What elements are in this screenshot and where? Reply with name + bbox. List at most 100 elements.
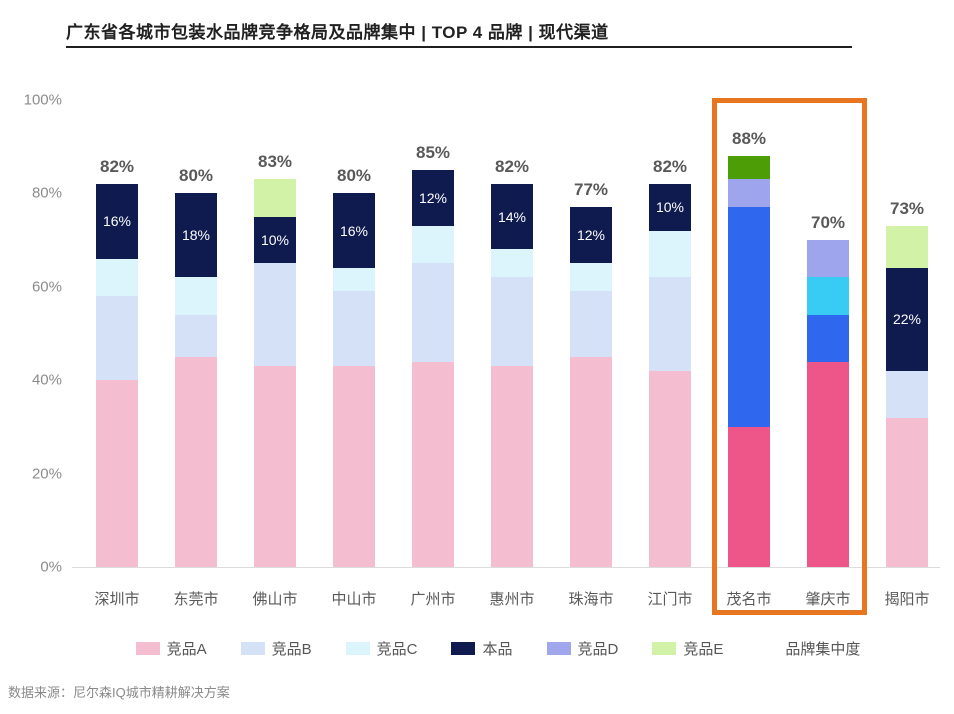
source-note: 数据来源：尼尔森IQ城市精耕解决方案 [8,685,230,700]
x-axis-label-惠州市: 惠州市 [489,591,535,608]
bar-segment-竞品B-揭阳市 [886,370,928,418]
legend-swatch-本品 [451,642,476,655]
legend-item-竞品A: 竞品A [135,638,207,659]
legend-swatch-竞品A [135,642,160,655]
bar-segment-竞品D-肇庆市 [807,240,849,278]
total-label-东莞市: 80% [178,166,214,186]
legend-label-竞品D: 竞品D [577,641,619,658]
bar-segment-竞品A-广州市 [412,361,454,567]
bar-segment-竞品A-江门市 [649,370,691,567]
legend-swatch-竞品E [652,642,677,655]
bar-segment-竞品B-肇庆市 [807,314,849,362]
bar-segment-竞品B-佛山市 [254,263,296,367]
bar-segment-本品-东莞市: 18% [175,193,217,278]
bar-segment-本品-佛山市: 10% [254,216,296,264]
total-label-惠州市: 82% [494,157,530,177]
bar-segment-竞品A-珠海市 [570,356,612,567]
bar-segment-竞品C-肇庆市 [807,277,849,315]
total-label-珠海市: 77% [573,180,609,200]
bar-segment-竞品E-揭阳市 [886,226,928,269]
total-label-佛山市: 83% [257,152,293,172]
bar-segment-本品-珠海市: 12% [570,207,612,264]
y-axis-tick-0: 0% [40,558,62,576]
legend-item-竞品E: 竞品E [652,638,723,659]
bar-segment-本品-江门市: 10% [649,184,691,231]
chart-title: 广东省各城市包装水品牌竞争格局及品牌集中 | TOP 4 品牌 | 现代渠道 [66,23,609,42]
bar-segment-竞品A-揭阳市 [886,417,928,567]
bar-segment-竞品A-佛山市 [254,366,296,567]
legend-swatch-竞品C [345,642,370,655]
x-axis-label-东莞市: 东莞市 [173,591,219,608]
total-label-肇庆市: 70% [810,213,846,233]
bar-segment-竞品B-东莞市 [175,314,217,357]
legend-item-竞品B: 竞品B [240,638,312,659]
y-axis-tick-20: 20% [31,465,62,483]
bar-segment-竞品D-茂名市 [728,179,770,208]
bar-segment-竞品B-深圳市 [96,296,138,381]
x-axis-label-广州市: 广州市 [410,591,456,608]
bar-segment-竞品C-东莞市 [175,277,217,315]
bar-segment-竞品C-中山市 [333,268,375,292]
legend: 竞品A 竞品B 竞品C 本品 竞品D 竞品E 品牌集中度 [66,638,930,659]
bar-segment-竞品B-广州市 [412,263,454,362]
legend-label-品牌集中度: 品牌集中度 [785,641,861,658]
title-underline [66,46,852,48]
y-axis-tick-80: 80% [31,184,62,202]
legend-label-竞品E: 竞品E [683,641,724,658]
legend-swatch-竞品D [546,642,571,655]
y-axis-tick-40: 40% [31,371,62,389]
x-axis-label-江门市: 江门市 [647,591,693,608]
bar-segment-竞品E-佛山市 [254,179,296,217]
total-label-江门市: 82% [652,157,688,177]
bar-segment-竞品A-中山市 [333,366,375,567]
bar-segment-本品-惠州市: 14% [491,184,533,250]
bar-segment-本品-中山市: 16% [333,193,375,269]
bar-segment-本品-广州市: 12% [412,170,454,227]
x-axis-line [72,567,940,568]
x-axis-label-茂名市: 茂名市 [726,591,772,608]
legend-label-竞品B: 竞品B [271,641,312,658]
legend-swatch-竞品B [240,642,265,655]
bar-segment-竞品C-广州市 [412,226,454,264]
bar-segment-竞品A-茂名市 [728,426,770,567]
total-label-中山市: 80% [336,166,372,186]
legend-label-竞品A: 竞品A [166,641,207,658]
total-label-揭阳市: 73% [889,199,925,219]
bar-segment-竞品C-深圳市 [96,258,138,297]
legend-item-本品: 本品 [451,638,513,659]
bar-segment-竞品B-江门市 [649,277,691,371]
total-label-深圳市: 82% [99,157,135,177]
bar-segment-本品-揭阳市: 22% [886,268,928,371]
bar-segment-本品-深圳市: 16% [96,184,138,259]
bar-segment-竞品B-惠州市 [491,277,533,367]
x-axis-label-中山市: 中山市 [331,591,377,608]
bar-segment-竞品B-中山市 [333,291,375,367]
bar-segment-竞品A-惠州市 [491,366,533,567]
legend-item-竞品D: 竞品D [546,638,619,659]
bar-segment-竞品C-珠海市 [570,263,612,292]
bar-segment-竞品B-茂名市 [728,207,770,427]
bar-segment-竞品A-深圳市 [96,380,138,567]
highlight-box [712,98,867,615]
x-axis-label-珠海市: 珠海市 [568,591,614,608]
bar-segment-竞品A-肇庆市 [807,361,849,567]
bar-segment-竞品B-珠海市 [570,291,612,357]
legend-label-竞品C: 竞品C [376,641,418,658]
total-label-茂名市: 88% [731,129,767,149]
legend-item-品牌集中度: 品牌集中度 [785,638,860,659]
legend-item-竞品C: 竞品C [345,638,418,659]
bar-segment-竞品C-江门市 [649,230,691,278]
x-axis-label-佛山市: 佛山市 [252,591,298,608]
bar-segment-竞品E-茂名市 [728,156,770,180]
y-axis-tick-60: 60% [31,278,62,296]
bar-segment-竞品C-惠州市 [491,249,533,278]
bar-segment-竞品A-东莞市 [175,356,217,567]
total-label-广州市: 85% [415,143,451,163]
x-axis-label-揭阳市: 揭阳市 [884,591,930,608]
y-axis-tick-100: 100% [23,91,62,109]
x-axis-label-肇庆市: 肇庆市 [805,591,851,608]
x-axis-label-深圳市: 深圳市 [94,591,140,608]
legend-label-本品: 本品 [482,641,513,658]
